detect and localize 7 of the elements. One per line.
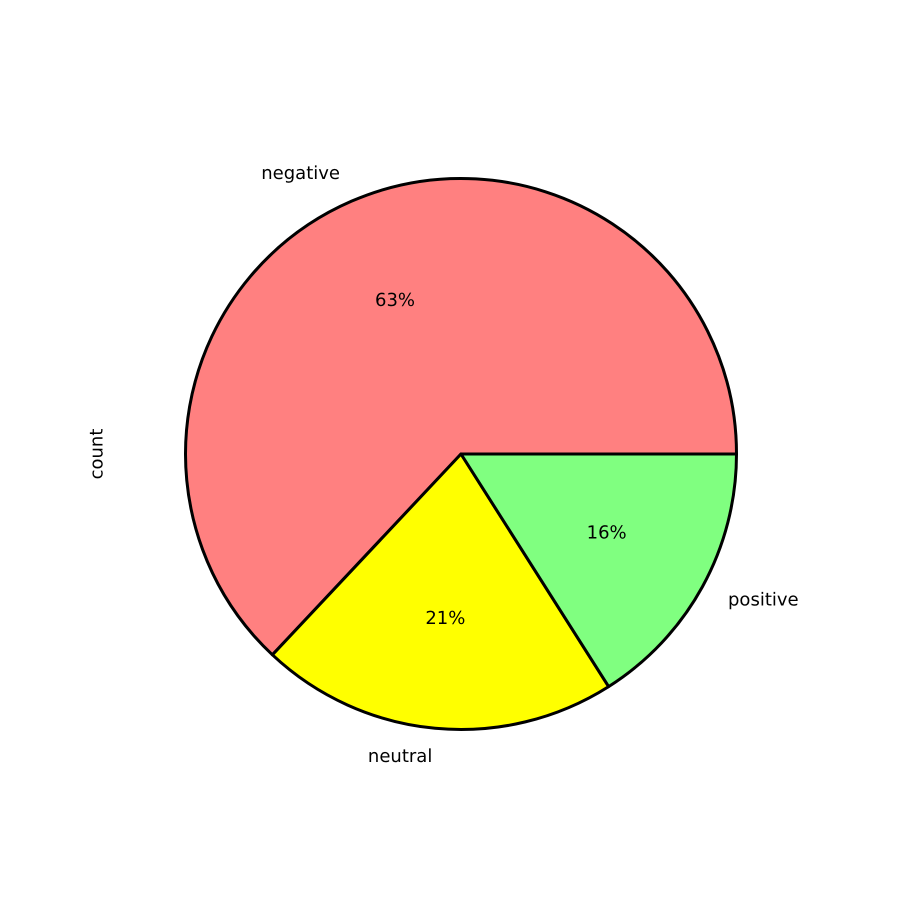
data-label: 16%	[586, 522, 627, 544]
slice-label: positive	[728, 589, 799, 610]
text: count	[86, 428, 108, 480]
slice-label: neutral	[368, 746, 432, 768]
slice-label: negative	[261, 163, 340, 184]
data-label: 63%	[374, 290, 415, 312]
data-label: 21%	[425, 608, 466, 630]
